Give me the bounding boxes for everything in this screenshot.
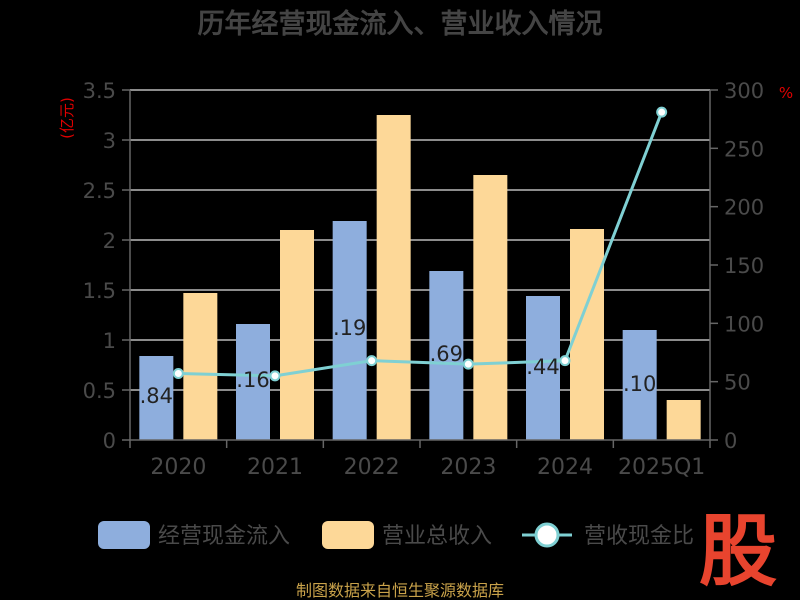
- data-label: .10: [623, 372, 656, 396]
- legend-label-ratio[interactable]: 营收现金比: [584, 524, 694, 549]
- x-tick-label: 2021: [247, 455, 303, 480]
- right-tick-label: 150: [724, 254, 764, 278]
- right-tick-label: 300: [724, 79, 764, 103]
- source-note: 制图数据来自恒生聚源数据库: [296, 581, 504, 600]
- data-label: .19: [333, 316, 366, 340]
- left-tick-label: 0: [103, 429, 116, 453]
- cash-inflow-bar: [236, 324, 270, 440]
- cash-inflow-bar: [526, 296, 560, 440]
- right-tick-label: 100: [724, 312, 764, 336]
- chart-title: 历年经营现金流入、营业收入情况: [198, 8, 603, 40]
- legend-label-cash[interactable]: 经营现金流入: [158, 524, 290, 549]
- right-axis-ticks: 0 50 100 150 200 250 300: [710, 79, 764, 453]
- legend-swatch-revenue: [322, 521, 374, 549]
- data-label: .44: [526, 355, 559, 379]
- ratio-point: [656, 106, 668, 118]
- data-labels: .84 .16 .19 .69 .44 .10: [140, 316, 657, 408]
- right-tick-label: 50: [724, 371, 751, 395]
- left-tick-label: 1: [103, 329, 116, 353]
- left-axis-ticks: 0 0.5 1 1.5 2 2.5 3 3.5: [83, 79, 130, 453]
- left-tick-label: 3.5: [83, 79, 116, 103]
- right-tick-label: 200: [724, 196, 764, 220]
- x-axis-ticks: 2020 2021 2022 2023 2024 2025Q1: [129, 440, 711, 480]
- revenue-bar: [376, 115, 411, 440]
- cash-inflow-bar: [139, 356, 174, 440]
- left-tick-label: 2: [103, 229, 116, 253]
- data-label: .69: [430, 342, 463, 366]
- right-tick-label: 250: [724, 137, 764, 161]
- x-tick-label: 2020: [150, 455, 206, 480]
- revenue-bar: [280, 230, 314, 440]
- cash-inflow-bar: [332, 221, 367, 440]
- right-tick-label: 0: [724, 429, 737, 453]
- grid-lines: [130, 89, 710, 391]
- revenue-bar: [666, 400, 701, 440]
- left-tick-label: 0.5: [83, 379, 116, 403]
- cash-inflow-bar: [622, 330, 657, 440]
- ratio-point: [366, 355, 378, 367]
- ratio-point: [172, 368, 184, 379]
- x-tick-label: 2023: [440, 455, 496, 480]
- legend[interactable]: 经营现金流入 营业总收入 营收现金比: [98, 521, 694, 549]
- ratio-line-series: [172, 106, 668, 382]
- revenue-bar: [183, 293, 218, 440]
- legend-label-revenue[interactable]: 营业总收入: [382, 524, 492, 549]
- ratio-point: [462, 358, 474, 370]
- data-label: .84: [140, 384, 173, 408]
- left-tick-label: 2.5: [83, 179, 116, 203]
- legend-swatch-cash: [98, 521, 150, 549]
- bars: [139, 115, 701, 440]
- left-tick-label: 3: [103, 129, 116, 153]
- cash-inflow-bar: [429, 271, 464, 440]
- logo-watermark: 股: [699, 507, 777, 597]
- left-tick-label: 1.5: [83, 279, 116, 303]
- x-tick-label: 2025Q1: [618, 455, 705, 480]
- x-tick-label: 2024: [537, 455, 593, 480]
- x-tick-label: 2022: [344, 455, 400, 480]
- right-axis-unit: %: [779, 84, 793, 102]
- revenue-bar: [473, 175, 508, 440]
- legend-marker-ratio: [534, 522, 560, 548]
- ratio-point: [559, 355, 571, 367]
- ratio-point: [269, 370, 281, 382]
- ratio-line: [178, 111, 664, 378]
- left-axis-unit: (亿元): [58, 97, 76, 139]
- data-label: .16: [236, 368, 269, 392]
